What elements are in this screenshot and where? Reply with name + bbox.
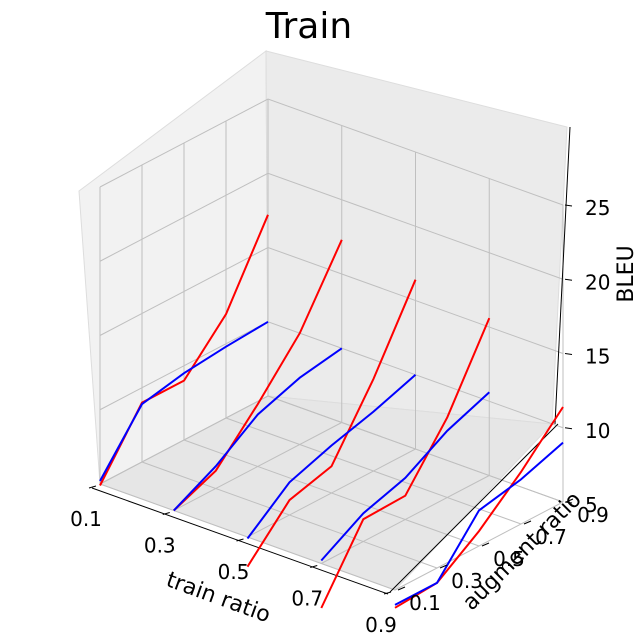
series-line — [394, 441, 564, 606]
grid-z — [99, 246, 564, 354]
x-tick-label: 0.5 — [218, 560, 250, 584]
chart-title: Train — [265, 6, 352, 47]
z-tick-label: 20 — [585, 270, 610, 294]
floor-grid-y — [225, 417, 522, 525]
x-tick-mark — [236, 538, 244, 542]
y-tick-mark — [523, 520, 532, 525]
y-tick-label: 0.9 — [577, 503, 609, 527]
y-tick-mark — [439, 564, 448, 569]
grid-z — [99, 172, 564, 280]
x-tick-label: 0.7 — [291, 587, 323, 611]
series-line — [320, 317, 491, 609]
x-tick-label: 0.1 — [70, 507, 102, 531]
x-tick-mark — [310, 565, 318, 568]
z-tick-mark — [564, 427, 573, 430]
y-axis-line — [389, 423, 559, 593]
y-tick-label: 0.7 — [535, 525, 567, 549]
series-line — [246, 279, 417, 568]
grid-z — [99, 321, 564, 429]
x-tick-mark — [88, 485, 97, 489]
series-line — [99, 320, 269, 482]
z-tick-mark — [564, 353, 573, 355]
z-axis-line — [554, 126, 571, 425]
axis-lines — [91, 126, 571, 595]
floor-grid-y — [141, 461, 438, 569]
grid-z — [99, 98, 564, 206]
back-pane — [265, 50, 568, 425]
y-tick-label: 0.3 — [451, 569, 483, 593]
series-lines — [99, 214, 564, 609]
floor-grid-y — [183, 439, 480, 547]
x-axis-line — [91, 487, 389, 595]
z-axis-label: BLEU — [614, 245, 639, 302]
z-tick-label: 15 — [585, 345, 610, 369]
y-tick-label: 0.1 — [409, 591, 441, 615]
y-tick-mark — [565, 498, 574, 503]
x-tick-label: 0.3 — [144, 534, 176, 558]
y-axis-label: augment ratio — [458, 487, 586, 615]
z-tick-mark — [564, 204, 573, 207]
series-line — [173, 239, 343, 512]
y-tick-mark — [397, 586, 406, 591]
grid-z — [99, 395, 564, 503]
series-line — [173, 347, 343, 512]
series-line — [320, 391, 490, 562]
z-tick-label: 5 — [585, 493, 598, 517]
series-line — [246, 374, 417, 540]
y-tick-label: 0.5 — [493, 547, 525, 571]
x-tick-mark — [383, 591, 392, 595]
x-tick-mark — [162, 512, 170, 515]
z-tick-label: 10 — [585, 419, 610, 443]
y-tick-mark — [481, 542, 490, 547]
x-tick-label: 0.9 — [365, 613, 397, 636]
z-tick-label: 25 — [585, 196, 610, 220]
z-tick-mark — [564, 278, 573, 281]
z-tick-mark — [564, 501, 573, 504]
